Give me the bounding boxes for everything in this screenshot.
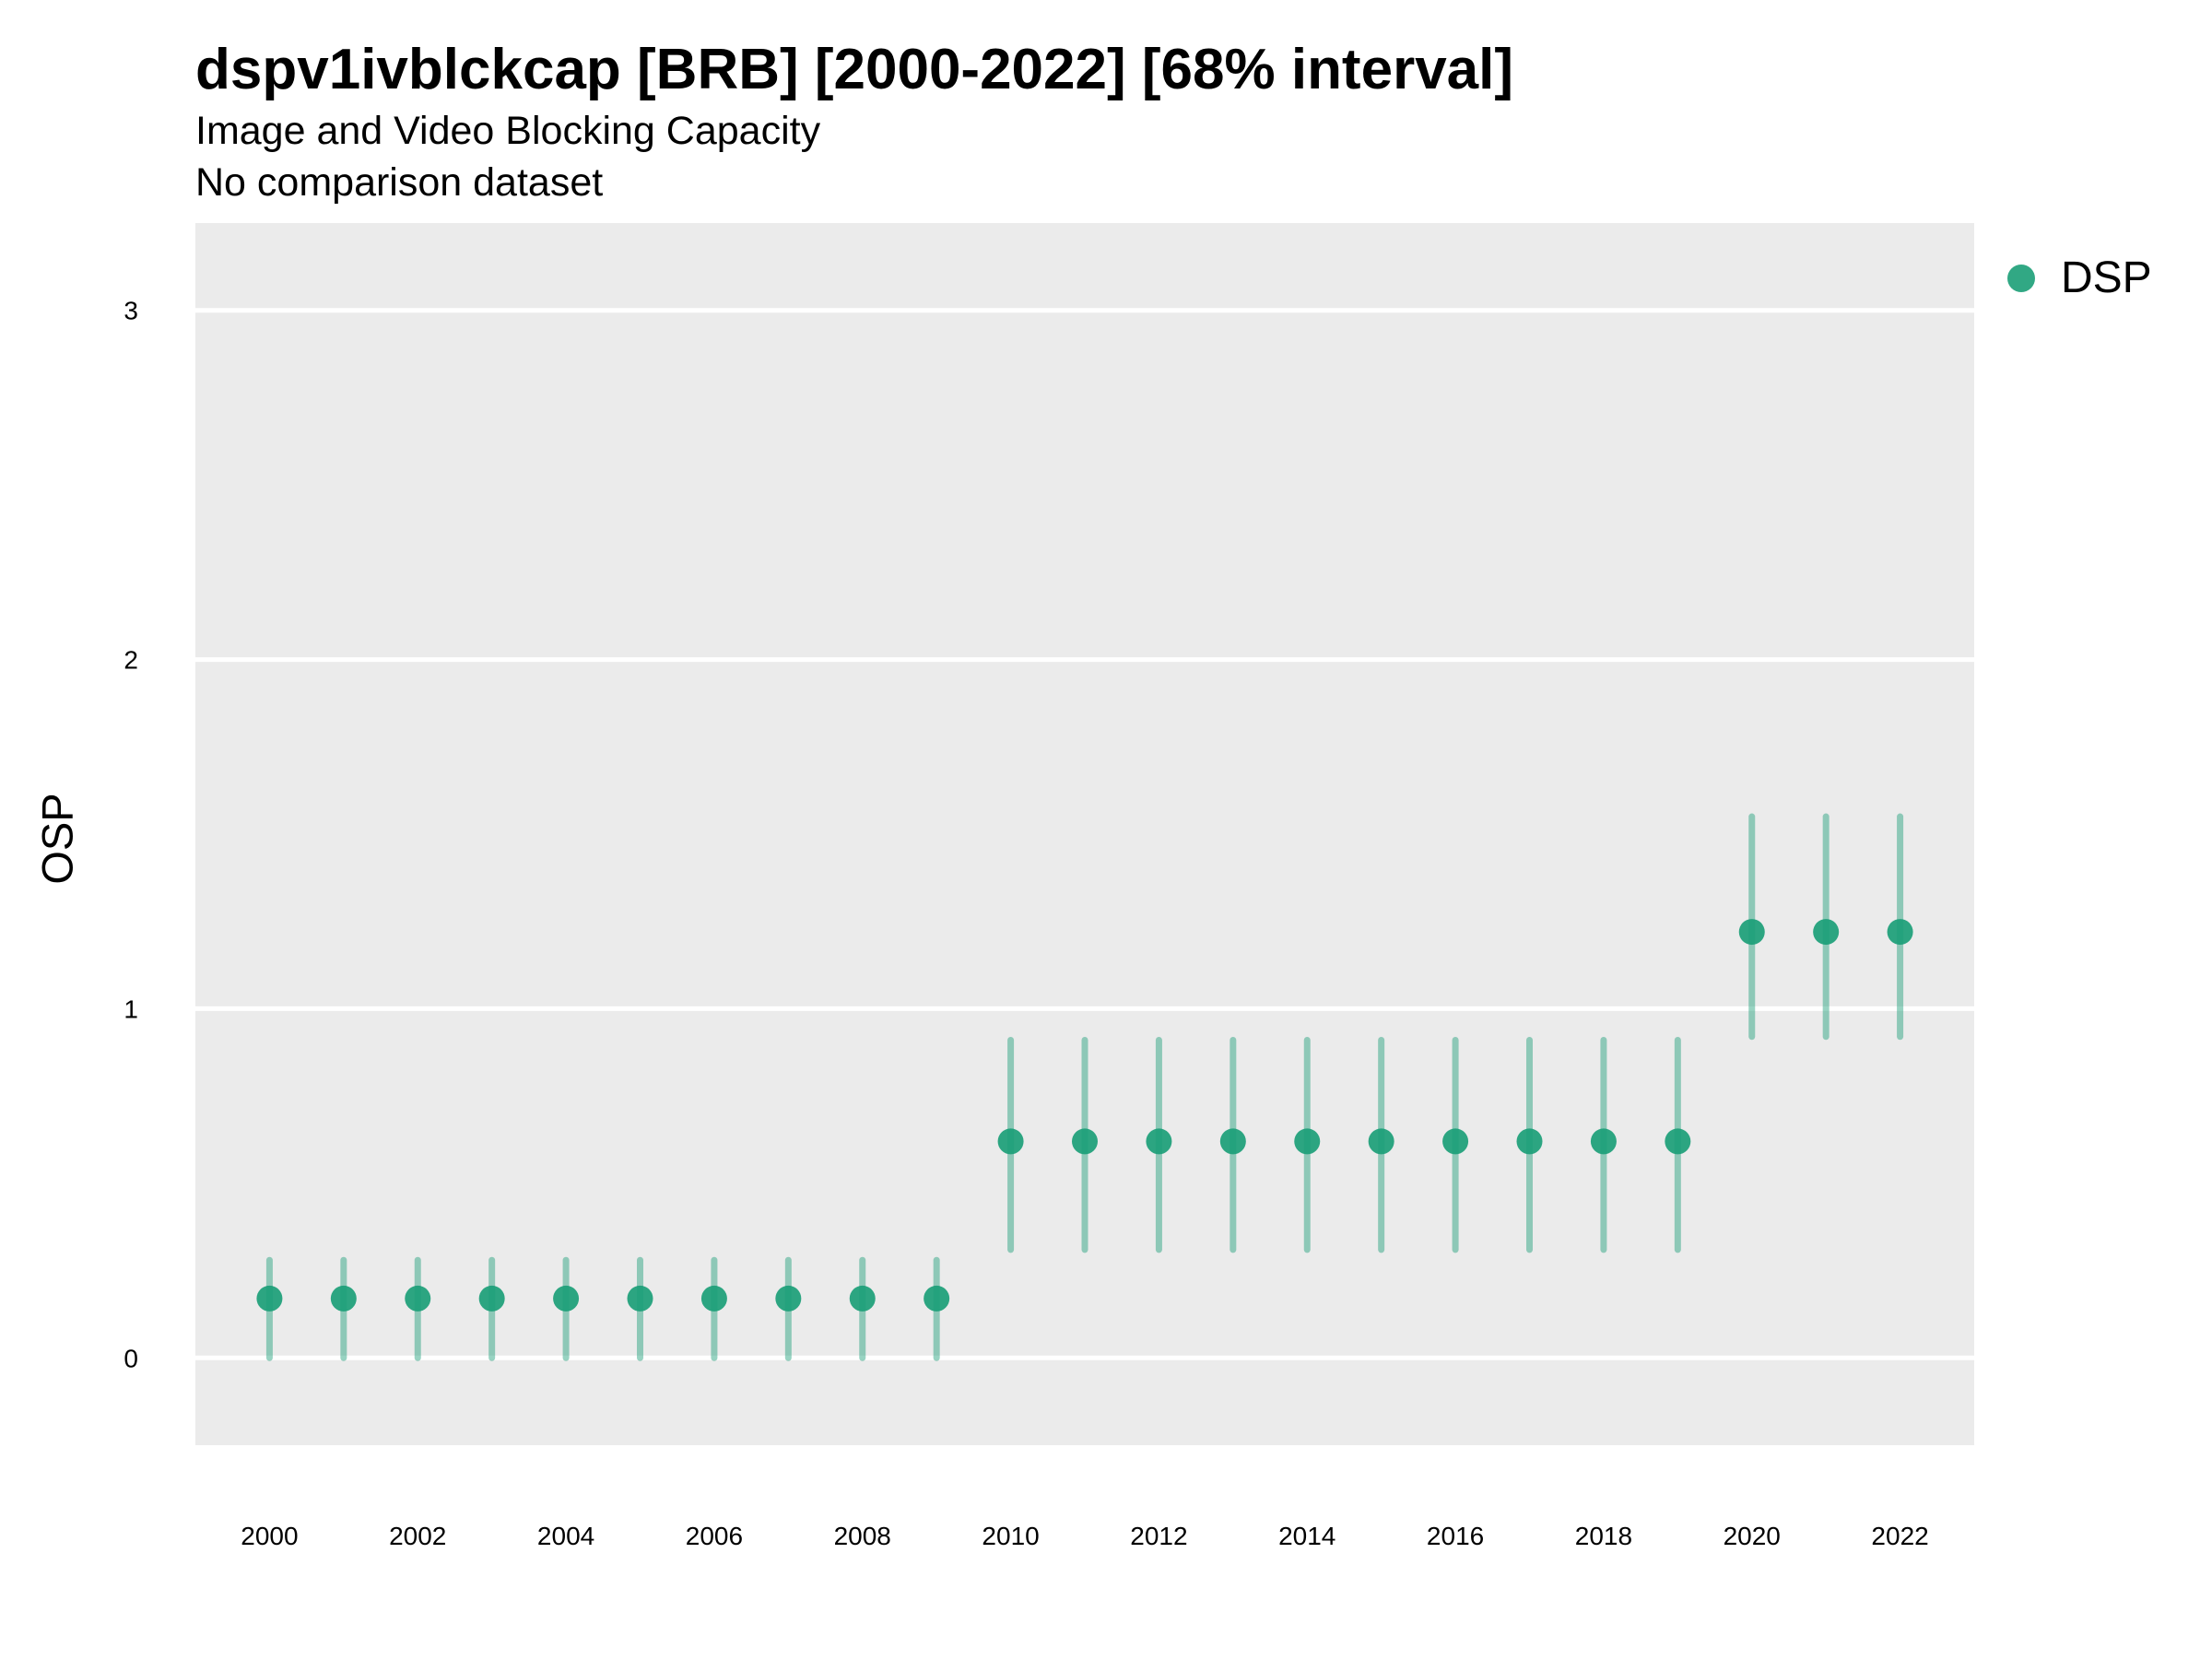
point-2020 <box>1738 919 1765 946</box>
x-axis-ticks: 2000 2002 2004 2006 2008 2010 2012 2014 2016 2018… <box>241 1522 1928 1550</box>
point-2004 <box>553 1285 580 1312</box>
plot-panel <box>195 223 1974 1445</box>
point-2022 <box>1887 919 1913 946</box>
gridlines <box>195 308 1974 1360</box>
point-2005 <box>627 1285 653 1312</box>
point-2002 <box>405 1285 431 1312</box>
point-2006 <box>700 1285 727 1312</box>
point-2015 <box>1368 1128 1394 1155</box>
x-tick-label-2014: 2014 <box>1278 1522 1335 1550</box>
legend-label-dsp: DSP <box>2061 253 2152 302</box>
point-2021 <box>1813 919 1840 946</box>
chart-subtitle: Image and Video Blocking Capacity <box>195 109 821 153</box>
x-tick-label-2006: 2006 <box>686 1522 743 1550</box>
x-tick-label-2016: 2016 <box>1427 1522 1484 1550</box>
x-tick-label-2010: 2010 <box>982 1522 1039 1550</box>
y-axis-ticks: 0 1 2 3 <box>124 297 138 1373</box>
point-2003 <box>478 1285 505 1312</box>
point-2016 <box>1442 1128 1469 1155</box>
x-tick-label-2000: 2000 <box>241 1522 298 1550</box>
x-tick-label-2022: 2022 <box>1871 1522 1928 1550</box>
point-2008 <box>849 1285 876 1312</box>
x-tick-label-2020: 2020 <box>1724 1522 1781 1550</box>
y-tick-label-0: 0 <box>124 1344 138 1372</box>
point-2010 <box>997 1128 1024 1155</box>
point-2017 <box>1516 1128 1543 1155</box>
y-tick-label-2: 2 <box>124 646 138 675</box>
y-tick-label-1: 1 <box>124 994 138 1023</box>
point-2012 <box>1146 1128 1172 1155</box>
x-tick-label-2004: 2004 <box>537 1522 594 1550</box>
point-2013 <box>1219 1128 1246 1155</box>
x-tick-label-2012: 2012 <box>1130 1522 1187 1550</box>
y-tick-label-3: 3 <box>124 297 138 325</box>
point-2001 <box>330 1285 357 1312</box>
chart-caption: No comparison dataset <box>195 160 604 205</box>
x-tick-label-2008: 2008 <box>834 1522 891 1550</box>
chart-title: dspv1ivblckcap [BRB] [2000-2022] [68% in… <box>195 38 1514 101</box>
point-2009 <box>924 1285 950 1312</box>
point-2014 <box>1294 1128 1321 1155</box>
legend-key-dsp <box>2007 264 2035 292</box>
series-dsp <box>256 813 1913 1361</box>
point-2018 <box>1590 1128 1617 1155</box>
point-2011 <box>1072 1128 1098 1155</box>
point-2000 <box>256 1285 283 1312</box>
point-2019 <box>1665 1128 1691 1155</box>
x-tick-label-2018: 2018 <box>1575 1522 1632 1550</box>
x-tick-label-2002: 2002 <box>389 1522 446 1550</box>
legend: DSP <box>2007 253 2152 303</box>
point-2007 <box>775 1285 802 1312</box>
